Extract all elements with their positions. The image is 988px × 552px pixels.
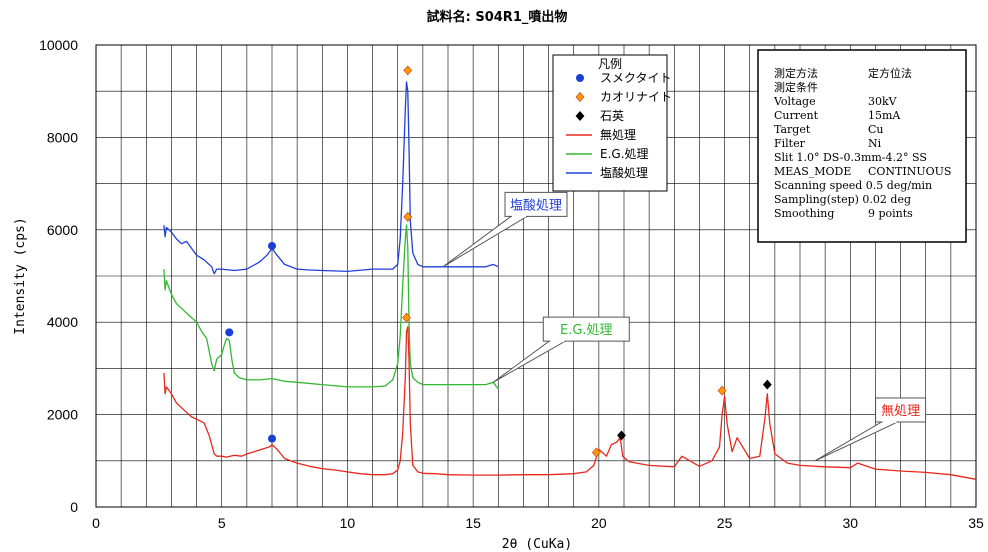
- peak-marker-diamond: [402, 312, 411, 323]
- legend-box: [552, 54, 668, 192]
- callout-pointer: [492, 340, 568, 383]
- peak-marker-circle: [268, 434, 276, 443]
- info-key: Smoothing: [774, 207, 834, 220]
- legend-entry-label: E.G.処理: [600, 147, 649, 161]
- x-tick-label: 35: [968, 515, 984, 531]
- peak-marker-diamond: [575, 111, 585, 121]
- peak-marker-diamond: [591, 447, 601, 458]
- series-line: [163, 81, 499, 275]
- x-tick-label: 0: [92, 515, 100, 531]
- y-tick-label: 2000: [47, 407, 78, 423]
- info-key: Sampling(step) 0.02 deg: [774, 193, 911, 206]
- info-value: Cu: [868, 123, 884, 136]
- y-ticks: 0 2000 4000 6000 8000 10000: [39, 37, 78, 515]
- peak-marker-circle: [268, 241, 276, 250]
- x-tick-label: 15: [465, 515, 481, 531]
- info-value: 9 points: [868, 207, 913, 220]
- callout-pointer: [442, 215, 529, 268]
- legend-entry-label: 無処理: [600, 127, 636, 142]
- x-ticks: 0 5 10 15 20 25 30 35: [92, 515, 984, 531]
- info-key: Slit 1.0° DS-0.3mm-4.2° SS: [774, 151, 927, 164]
- info-key: Current: [774, 109, 819, 122]
- y-tick-label: 10000: [39, 37, 78, 53]
- x-tick-label: 25: [717, 515, 733, 531]
- legend-entry-label: カオリナイト: [600, 90, 672, 104]
- info-value: CONTINUOUS: [868, 165, 951, 178]
- legend-entry-label: 塩酸処理: [600, 165, 648, 180]
- legend-title: 凡例: [598, 57, 622, 71]
- info-value: 定方位法: [868, 66, 912, 80]
- x-tick-label: 5: [218, 515, 226, 531]
- series-lines: [163, 81, 977, 480]
- peak-marker-circle: [225, 328, 234, 337]
- callout-pointer: [814, 421, 898, 462]
- info-key: Voltage: [773, 95, 816, 108]
- series-line: [163, 224, 499, 390]
- info-key: Scanning speed 0.5 deg/min: [774, 179, 932, 192]
- info-key: Filter: [774, 137, 806, 150]
- x-axis-label: 2θ (CuKa): [502, 537, 572, 552]
- callout-box: [542, 316, 630, 342]
- peak-marker-diamond: [617, 430, 626, 441]
- peak-marker-diamond: [575, 92, 585, 102]
- y-tick-label: 6000: [47, 222, 78, 238]
- info-key: Target: [774, 123, 811, 136]
- info-box: [757, 49, 967, 243]
- legend-entry-label: 石英: [600, 109, 624, 123]
- x-tick-label: 10: [340, 515, 356, 531]
- callout-label: E.G.処理: [560, 323, 613, 338]
- x-tick-label: 20: [591, 515, 607, 531]
- peak-marker-diamond: [717, 385, 727, 396]
- y-tick-label: 4000: [47, 314, 78, 330]
- series-line: [163, 326, 977, 480]
- peak-markers: [225, 65, 772, 458]
- info-value: 15mA: [868, 109, 901, 122]
- info-key: 測定方法: [774, 66, 818, 80]
- callout-box: [504, 191, 568, 217]
- y-tick-label: 0: [70, 499, 78, 515]
- peak-marker-diamond: [762, 379, 772, 390]
- chart-title: 試料名: S04R1_噴出物: [427, 9, 568, 25]
- callout-box: [875, 397, 927, 423]
- callout-label: 無処理: [881, 404, 920, 419]
- y-tick-label: 8000: [47, 129, 78, 145]
- x-tick-label: 30: [842, 515, 858, 531]
- y-axis-label: Intensity (cps): [13, 217, 28, 334]
- info-value: 30kV: [868, 95, 898, 108]
- peak-marker-circle: [576, 74, 584, 82]
- peak-marker-diamond: [403, 65, 413, 76]
- legend-entry-label: スメクタイト: [600, 71, 672, 85]
- info-value: Ni: [868, 137, 882, 150]
- plot-frame: [95, 44, 977, 508]
- info-key: 測定条件: [774, 80, 818, 94]
- info-key: MEAS_MODE: [774, 165, 851, 178]
- callout-label: 塩酸処理: [510, 198, 562, 213]
- peak-marker-diamond: [403, 211, 413, 222]
